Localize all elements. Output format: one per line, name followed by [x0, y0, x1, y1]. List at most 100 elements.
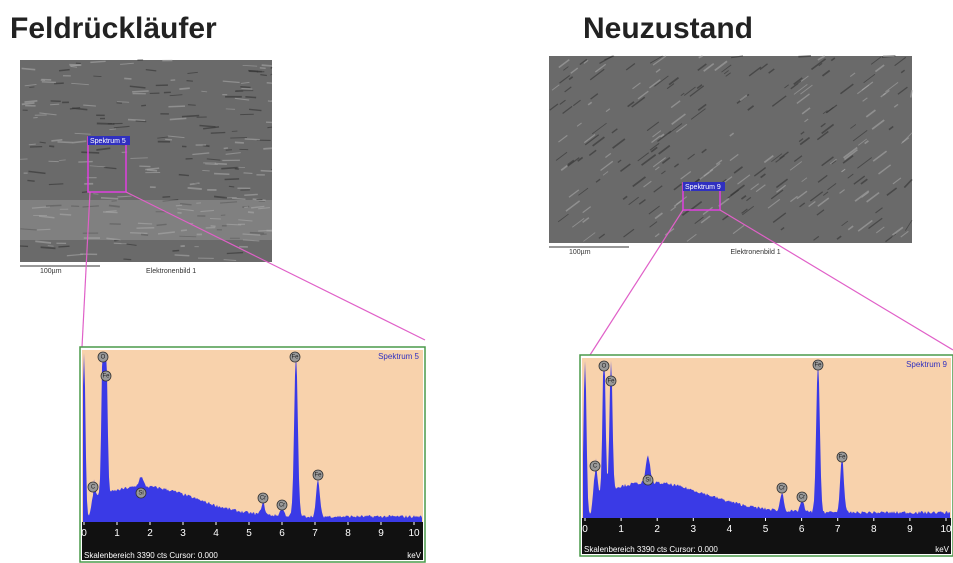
sem-texture: [235, 142, 244, 143]
sem-texture: [263, 148, 272, 149]
sem-texture: [221, 168, 237, 169]
sem-texture: [214, 174, 229, 175]
sem-texture: [48, 246, 54, 247]
spectrum-label: Spektrum 5: [378, 352, 419, 361]
peak-label: Fe: [814, 363, 822, 369]
sem-texture: [101, 198, 118, 199]
sem-texture: [244, 173, 253, 174]
sem-texture: [230, 138, 247, 139]
sem-texture: [114, 243, 127, 244]
sem-texture: [128, 120, 145, 121]
sem-texture: [132, 91, 149, 92]
peak-label: Si: [645, 478, 650, 484]
sem-texture: [49, 146, 54, 147]
tick-label: 8: [345, 528, 351, 539]
unit-label: keV: [407, 551, 421, 560]
tick-label: 3: [180, 528, 186, 539]
peak-label: Fe: [607, 379, 615, 385]
sem-texture: [50, 104, 59, 105]
sem-texture: [82, 192, 87, 193]
title: Feldrückläufer: [10, 12, 217, 45]
sem-texture: [225, 179, 240, 180]
region-label: Spektrum 9: [685, 184, 721, 191]
tick-label: 1: [618, 524, 624, 535]
peak-label: Si: [138, 491, 143, 497]
slide: Feldrückläufer Neuzustand 100µm Elektrone…: [0, 0, 953, 563]
sem-texture: [97, 123, 115, 124]
peak-label: Fe: [838, 455, 846, 461]
region-label: Spektrum 5: [90, 138, 126, 145]
sem-texture: [168, 106, 185, 107]
sem-texture: [117, 102, 129, 103]
sem-texture: [93, 194, 98, 195]
sem-texture: [245, 139, 260, 140]
sem-texture: [179, 175, 189, 176]
sem-texture: [175, 255, 190, 256]
tick-label: 6: [279, 528, 285, 539]
tick-label: 9: [378, 528, 384, 539]
spectrum-label: Spektrum 9: [906, 360, 947, 369]
peak-label: C: [593, 464, 598, 470]
sem-texture: [245, 97, 256, 98]
tick-label: 9: [907, 524, 913, 535]
peak-label: Cr: [279, 503, 285, 509]
tick-label: 2: [654, 524, 660, 535]
tick-label: 0: [81, 528, 87, 539]
sem-texture: [123, 259, 131, 260]
sem-texture: [42, 82, 56, 83]
sem-texture: [244, 194, 258, 195]
tick-label: 10: [940, 524, 952, 535]
tick-label: 10: [408, 528, 420, 539]
peak-label: O: [101, 355, 106, 361]
sem-band: [20, 200, 272, 240]
zoom-line: [126, 192, 425, 340]
sem-texture: [262, 65, 272, 66]
sem-texture: [241, 88, 252, 89]
sem-texture: [51, 140, 62, 141]
sem-image: [20, 60, 272, 262]
peak-label: Cr: [260, 496, 266, 502]
title: Neuzustand: [583, 12, 753, 45]
sem-background: [549, 56, 912, 243]
tick-label: 7: [312, 528, 318, 539]
sem-texture: [124, 78, 131, 79]
tick-label: 2: [147, 528, 153, 539]
sem-texture: [229, 186, 234, 187]
tick-label: 8: [871, 524, 877, 535]
sem-texture: [58, 142, 73, 143]
image-caption: Elektronenbild 1: [731, 249, 781, 256]
tick-label: 5: [763, 524, 769, 535]
sem-texture: [190, 183, 200, 184]
peak-label: Cr: [779, 486, 785, 492]
sem-texture: [188, 188, 202, 189]
sem-image: [549, 56, 912, 243]
sem-texture: [58, 246, 69, 247]
peak-label: Cr: [799, 495, 805, 501]
sem-texture: [187, 81, 193, 82]
status-text: Skalenbereich 3390 cts Cursor: 0.000: [84, 551, 218, 560]
peak-label: C: [91, 485, 96, 491]
tick-label: 5: [246, 528, 252, 539]
tick-label: 4: [727, 524, 733, 535]
sem-texture: [240, 87, 250, 88]
sem-texture: [54, 83, 64, 84]
peak-label: Fe: [291, 355, 299, 361]
peak-label: O: [602, 364, 607, 370]
sem-texture: [260, 68, 266, 69]
scale-label: 100µm: [40, 268, 62, 275]
sem-texture: [27, 180, 34, 181]
sem-texture: [162, 197, 170, 198]
tick-label: 4: [213, 528, 219, 539]
sem-texture: [179, 88, 189, 89]
sem-texture: [211, 132, 226, 133]
peak-label: Fe: [314, 473, 322, 479]
scale-label: 100µm: [569, 249, 591, 256]
unit-label: keV: [935, 545, 949, 554]
sem-texture: [260, 75, 267, 76]
sem-texture: [41, 247, 56, 248]
tick-label: 0: [582, 524, 588, 535]
sem-texture: [182, 116, 199, 117]
tick-label: 1: [114, 528, 120, 539]
sem-texture: [188, 105, 196, 106]
sem-texture: [798, 56, 811, 57]
